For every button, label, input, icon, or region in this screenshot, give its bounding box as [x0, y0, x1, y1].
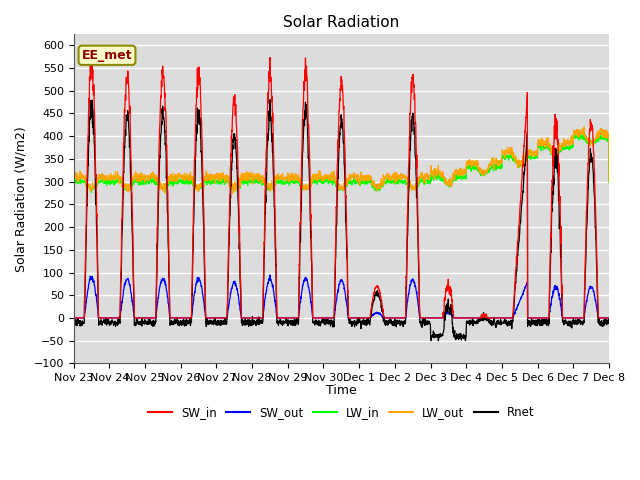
Line: SW_in: SW_in: [74, 57, 609, 318]
LW_out: [605, 178, 612, 184]
LW_in: [497, 164, 505, 170]
Rnet: [605, 316, 612, 322]
Rnet: [219, 321, 227, 327]
Line: Rnet: Rnet: [74, 99, 609, 341]
SW_out: [558, 310, 566, 315]
SW_in: [558, 291, 566, 297]
LW_in: [605, 180, 612, 185]
Rnet: [266, 96, 274, 102]
Rnet: [70, 321, 77, 326]
SW_in: [369, 298, 376, 304]
SW_in: [573, 315, 580, 321]
SW_in: [497, 315, 505, 321]
LW_out: [497, 157, 505, 163]
LW_out: [369, 182, 376, 188]
Line: SW_out: SW_out: [74, 275, 609, 319]
SW_out: [344, 316, 352, 322]
LW_out: [558, 144, 566, 149]
LW_in: [88, 190, 95, 195]
LW_out: [357, 171, 365, 177]
Legend: SW_in, SW_out, LW_in, LW_out, Rnet: SW_in, SW_out, LW_in, LW_out, Rnet: [143, 401, 540, 423]
SW_out: [266, 272, 274, 278]
SW_out: [369, 313, 376, 319]
SW_out: [70, 315, 77, 321]
Line: LW_in: LW_in: [74, 134, 609, 192]
LW_in: [558, 146, 566, 152]
Rnet: [497, 318, 505, 324]
LW_in: [220, 179, 227, 184]
Y-axis label: Solar Radiation (W/m2): Solar Radiation (W/m2): [15, 126, 28, 272]
LW_in: [595, 131, 603, 137]
SW_in: [605, 315, 612, 321]
Title: Solar Radiation: Solar Radiation: [283, 15, 399, 30]
LW_out: [219, 170, 227, 176]
SW_in: [88, 54, 95, 60]
Rnet: [357, 322, 365, 327]
LW_out: [573, 128, 580, 133]
X-axis label: Time: Time: [326, 384, 356, 397]
SW_in: [70, 315, 77, 321]
SW_out: [573, 315, 580, 321]
LW_out: [580, 124, 588, 130]
LW_out: [228, 191, 236, 196]
SW_out: [357, 315, 365, 321]
SW_in: [357, 315, 365, 321]
Rnet: [435, 338, 442, 344]
Rnet: [573, 321, 580, 327]
LW_in: [369, 185, 376, 191]
LW_in: [70, 179, 77, 184]
Rnet: [369, 303, 376, 309]
LW_out: [70, 173, 77, 179]
SW_out: [497, 315, 505, 321]
Line: LW_out: LW_out: [74, 127, 609, 193]
LW_in: [357, 178, 365, 184]
Text: EE_met: EE_met: [82, 49, 132, 62]
SW_in: [220, 315, 227, 321]
Rnet: [558, 291, 566, 297]
SW_out: [219, 315, 227, 321]
SW_out: [605, 315, 612, 321]
LW_in: [573, 133, 580, 139]
